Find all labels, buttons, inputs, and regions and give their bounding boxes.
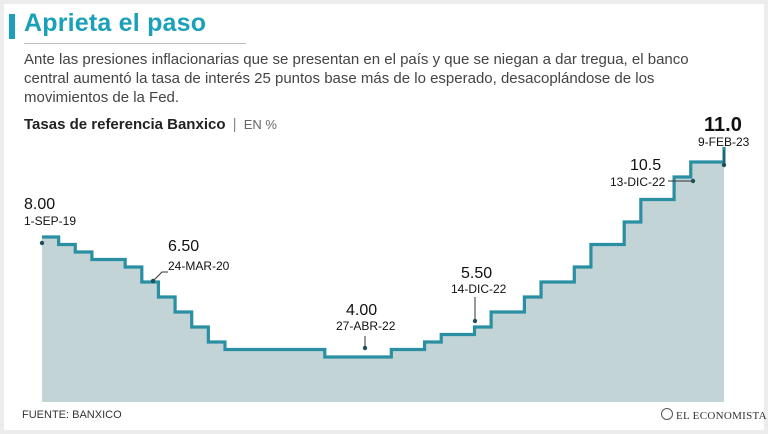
- annotation-marker-2: [362, 345, 368, 351]
- annotation-date-3: 14-DIC-22: [451, 282, 507, 296]
- annotation-date-4: 13-DIC-22: [610, 175, 666, 189]
- annotation-date-1: 24-MAR-20: [168, 259, 230, 273]
- annotation-value-4: 10.5: [630, 157, 661, 174]
- annotation-marker-5: [721, 162, 727, 168]
- chart-title: Tasas de referencia Banxico | EN %: [24, 116, 277, 133]
- annotation-value-3: 5.50: [461, 265, 492, 282]
- annotation-marker-3: [472, 318, 478, 324]
- annotation-date-5: 9-FEB-23: [698, 135, 750, 149]
- rate-area-fill: [42, 147, 724, 402]
- annotation-value-1: 6.50: [168, 238, 199, 255]
- publisher-logo: EL ECONOMISTA: [661, 408, 767, 422]
- chart-title-separator: |: [232, 116, 237, 133]
- page-title: Aprieta el paso: [24, 9, 207, 37]
- chart-title-name: Tasas de referencia Banxico: [24, 116, 226, 133]
- annotation-marker-4: [690, 178, 696, 184]
- chart-unit-label: EN %: [243, 117, 277, 132]
- title-accent-bar: [9, 14, 15, 39]
- annotation-marker-1: [150, 278, 156, 284]
- annotation-value-0: 8.00: [24, 196, 55, 213]
- logo-icon: [661, 408, 673, 420]
- subtitle-text: Ante las presiones inflacionarias que se…: [24, 51, 689, 106]
- annotation-date-0: 1-SEP-19: [24, 214, 76, 228]
- publisher-name: EL ECONOMISTA: [676, 410, 767, 422]
- annotation-date-2: 27-ABR-22: [336, 319, 396, 333]
- rate-step-line: [42, 147, 726, 359]
- annotation-leader-1: [152, 271, 168, 282]
- title-divider: [24, 43, 246, 44]
- annotation-value-2: 4.00: [346, 302, 377, 319]
- annotation-value-5: 11.0: [704, 114, 742, 136]
- source-note: FUENTE: BANXICO: [22, 409, 122, 421]
- annotation-marker-0: [39, 240, 45, 246]
